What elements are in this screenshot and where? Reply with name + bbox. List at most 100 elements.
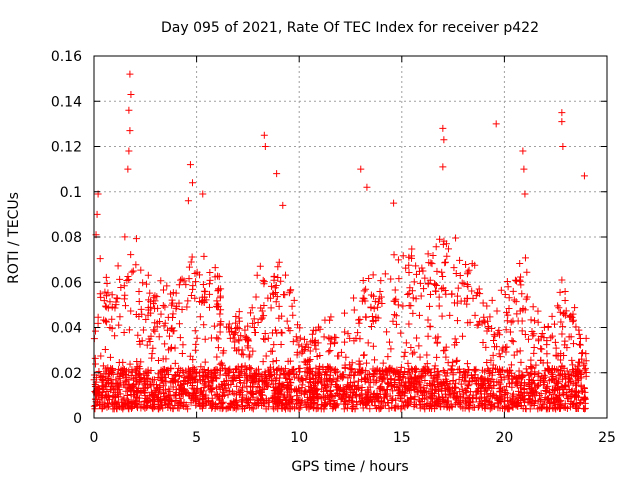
data-point — [261, 336, 269, 344]
data-point — [157, 277, 165, 285]
data-point — [477, 383, 485, 391]
data-point — [128, 268, 136, 276]
data-point — [154, 304, 162, 312]
data-point — [257, 396, 265, 404]
data-point — [509, 287, 517, 295]
data-point — [442, 384, 450, 392]
data-point — [137, 358, 145, 366]
data-point — [249, 377, 257, 385]
data-point — [370, 305, 378, 313]
data-point — [405, 253, 413, 261]
data-point — [385, 338, 393, 346]
data-point — [400, 352, 408, 360]
data-point — [302, 388, 310, 396]
data-point — [350, 389, 358, 397]
data-point — [375, 403, 383, 411]
data-point — [297, 402, 305, 410]
data-point — [235, 337, 243, 345]
data-point-peak — [357, 165, 365, 173]
data-point — [215, 382, 223, 390]
data-point — [449, 371, 457, 379]
data-point — [405, 365, 413, 373]
data-point — [224, 391, 232, 399]
data-point — [432, 287, 440, 295]
data-point — [408, 375, 416, 383]
data-point — [260, 280, 268, 288]
data-point — [581, 364, 589, 372]
data-point — [289, 311, 297, 319]
data-point-peak — [558, 109, 566, 117]
data-point — [281, 365, 289, 373]
data-point — [132, 393, 140, 401]
data-point — [465, 377, 473, 385]
data-point — [225, 372, 233, 380]
data-point — [144, 369, 152, 377]
data-point — [281, 291, 289, 299]
data-point — [432, 243, 440, 251]
data-point — [429, 382, 437, 390]
data-point — [381, 394, 389, 402]
data-point — [342, 353, 350, 361]
data-point — [91, 405, 99, 413]
data-point — [141, 380, 149, 388]
data-point — [308, 370, 316, 378]
data-point — [561, 382, 569, 390]
data-point — [128, 368, 136, 376]
data-point — [127, 251, 135, 259]
data-point — [453, 317, 461, 325]
y-tick-label: 0.02 — [51, 366, 82, 382]
data-point — [169, 314, 177, 322]
data-point — [276, 371, 284, 379]
data-point — [413, 334, 421, 342]
data-point — [503, 277, 511, 285]
x-tick-label: 20 — [495, 430, 513, 446]
data-point — [274, 405, 282, 413]
data-point — [261, 329, 269, 337]
data-point — [159, 355, 167, 363]
data-point — [95, 367, 103, 375]
data-point — [356, 360, 364, 368]
data-point — [505, 305, 513, 313]
data-point — [317, 405, 325, 413]
data-point — [412, 366, 420, 374]
y-tick-label: 0 — [73, 411, 82, 427]
data-point — [148, 350, 156, 358]
chart-title: Day 095 of 2021, Rate Of TEC Index for r… — [161, 20, 539, 36]
data-point — [324, 363, 332, 371]
data-point — [282, 384, 290, 392]
data-point — [149, 405, 157, 413]
data-point — [412, 364, 420, 372]
data-point — [353, 398, 361, 406]
data-point — [381, 390, 389, 398]
data-point — [439, 273, 447, 281]
data-point — [191, 346, 199, 354]
data-point — [229, 388, 237, 396]
data-point — [316, 362, 324, 370]
data-point — [278, 381, 286, 389]
data-point — [161, 377, 169, 385]
data-point — [233, 401, 241, 409]
data-point — [247, 309, 255, 317]
data-point — [160, 389, 168, 397]
data-point — [248, 304, 256, 312]
data-point — [149, 344, 157, 352]
data-point — [547, 334, 555, 342]
data-point — [97, 293, 105, 301]
data-point — [245, 353, 253, 361]
data-point — [378, 299, 386, 307]
data-point — [257, 315, 265, 323]
data-point — [461, 297, 469, 305]
data-point — [91, 327, 99, 335]
data-point — [200, 321, 208, 329]
data-point — [189, 356, 197, 364]
data-point — [326, 387, 334, 395]
data-point — [192, 340, 200, 348]
data-point — [125, 326, 133, 334]
data-point — [426, 291, 434, 299]
data-point — [245, 337, 253, 345]
data-point — [176, 334, 184, 342]
data-point — [252, 293, 260, 301]
data-point — [157, 376, 165, 384]
data-point — [108, 303, 116, 311]
